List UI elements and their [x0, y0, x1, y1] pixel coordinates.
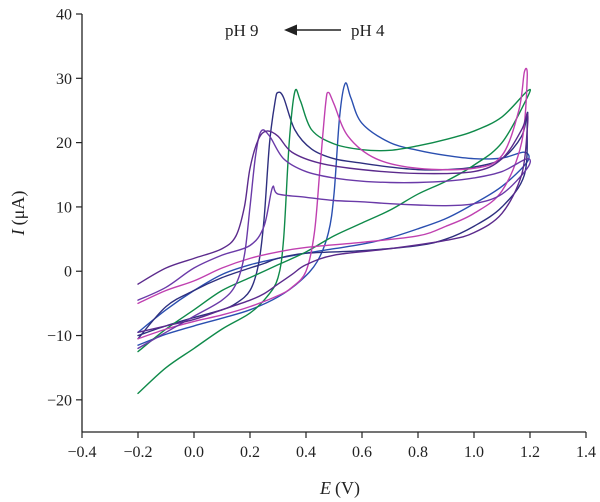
x-tick-label: −0.4 — [67, 444, 96, 461]
y-tick-label: −20 — [47, 392, 72, 409]
y-tick-label: 10 — [56, 199, 72, 216]
annotation-ph9: pH 9 — [225, 21, 259, 40]
annotation-ph4: pH 4 — [351, 21, 385, 40]
series-curve-6 — [137, 112, 529, 334]
y-axis-label: I(μA) — [8, 191, 29, 237]
series-curve-5 — [137, 129, 532, 350]
x-tick-label: 1.0 — [464, 444, 484, 461]
x-tick-label: −0.2 — [123, 444, 152, 461]
x-tick-label: 1.2 — [520, 444, 540, 461]
tick-labels: −0.4 −0.2 0.0 0.2 0.4 0.6 0.8 1.0 1.2 1.4 −20 −10 0 1… — [47, 7, 596, 462]
x-tick-label: 0.6 — [352, 444, 372, 461]
x-tick-label: 0.8 — [408, 444, 428, 461]
x-tick-label: 0.2 — [240, 444, 260, 461]
ph-annotation: pH 9 pH 4 — [225, 21, 385, 40]
tick-marks — [76, 13, 587, 438]
x-tick-label: 0.0 — [184, 444, 204, 461]
series-curve-1 — [137, 82, 530, 346]
y-tick-label: 40 — [56, 7, 72, 24]
y-tick-label: 20 — [56, 135, 72, 152]
y-tick-label: 0 — [64, 264, 72, 281]
x-axis-label: E (V) — [319, 478, 360, 499]
series-curves — [137, 67, 532, 395]
series-curve-4 — [137, 67, 528, 340]
x-tick-label: 1.4 — [576, 444, 596, 461]
y-tick-label: −10 — [47, 328, 72, 345]
y-tick-label: 30 — [56, 71, 72, 88]
x-tick-label: 0.4 — [296, 444, 316, 461]
axes — [81, 14, 586, 433]
series-curve-3 — [137, 88, 532, 395]
annotation-arrow-head — [284, 24, 297, 36]
